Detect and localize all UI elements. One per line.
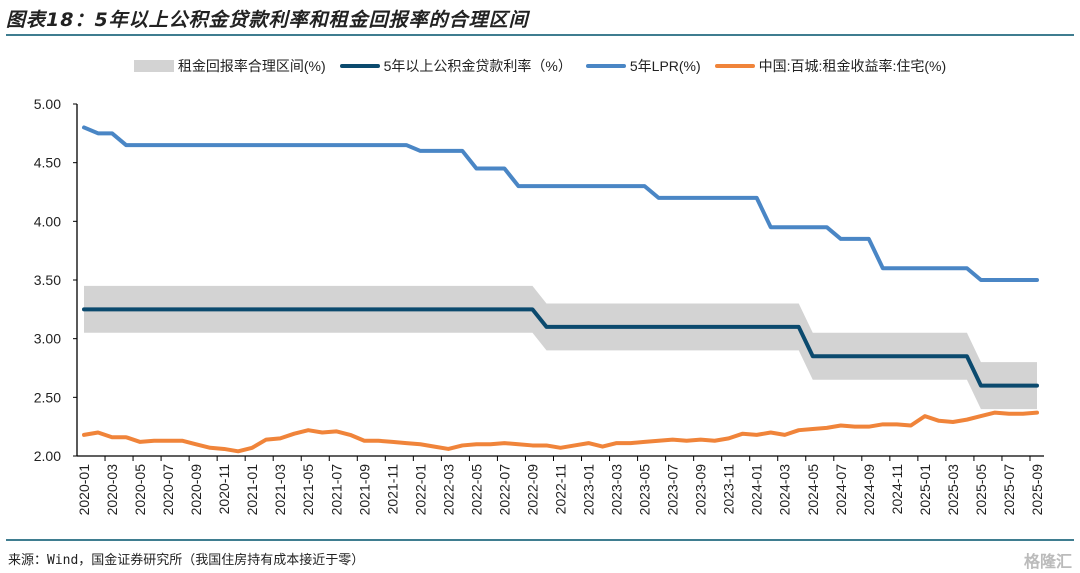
x-tick-label: 2022-07	[496, 464, 512, 516]
x-tick-label: 2023-03	[609, 464, 625, 516]
y-tick-label: 3.50	[34, 272, 61, 288]
y-tick-label: 3.00	[34, 331, 61, 347]
x-tick-label: 2024-11	[889, 464, 905, 515]
x-tick-label: 2022-05	[468, 464, 484, 516]
legend-label: 租金回报率合理区间(%)	[177, 58, 326, 74]
x-tick-label: 2023-09	[693, 464, 709, 516]
band-area	[84, 285, 1037, 410]
x-tick-label: 2020-05	[132, 464, 148, 516]
x-tick-label: 2024-01	[749, 464, 765, 516]
legend-label: 5年LPR(%)	[629, 58, 701, 74]
y-tick-label: 2.00	[34, 448, 61, 464]
x-tick-label: 2020-03	[104, 464, 120, 516]
source-note: 来源：Wind，国金证券研究所（我国住房持有成本接近于零）	[8, 553, 365, 568]
legend-item-lpr: 5年LPR(%)	[585, 56, 701, 76]
legend-item-rent-yield: 中国:百城:租金收益率:住宅(%)	[714, 56, 947, 76]
x-tick-label: 2024-05	[805, 464, 821, 516]
legend-label: 5年以上公积金贷款利率（%）	[383, 58, 572, 74]
x-tick-label: 2021-03	[272, 464, 288, 516]
x-tick-label: 2020-07	[160, 464, 176, 516]
x-tick-label: 2022-09	[524, 464, 540, 516]
x-tick-label: 2020-09	[188, 464, 204, 516]
y-tick-label: 2.50	[34, 389, 61, 405]
watermark-logo: 格隆汇	[1023, 552, 1072, 571]
legend-item-provident: 5年以上公积金贷款利率（%）	[339, 56, 572, 76]
x-tick-label: 2021-05	[300, 464, 316, 516]
legend-item-band: 租金回报率合理区间(%)	[133, 56, 326, 76]
x-tick-label: 2025-05	[973, 464, 989, 516]
x-tick-label: 2025-01	[917, 464, 933, 516]
y-tick-label: 4.50	[34, 155, 61, 171]
x-tick-label: 2022-11	[553, 464, 569, 515]
x-tick-label: 2021-07	[328, 464, 344, 516]
x-tick-label: 2020-01	[76, 464, 92, 516]
x-tick-label: 2023-07	[665, 464, 681, 516]
x-tick-label: 2024-07	[833, 464, 849, 516]
x-tick-label: 2020-11	[216, 464, 232, 515]
x-tick-label: 2021-09	[356, 464, 372, 516]
series-line-0	[82, 307, 1039, 388]
chart-title: 图表18：5年以上公积金贷款利率和租金回报率的合理区间	[6, 9, 529, 31]
footer-divider	[6, 539, 1074, 541]
header-divider	[6, 34, 1074, 36]
legend-swatch-lpr	[585, 64, 626, 68]
legend-label: 中国:百城:租金收益率:住宅(%)	[758, 58, 947, 74]
x-tick-label: 2022-03	[440, 464, 456, 516]
x-tick-label: 2021-01	[244, 464, 260, 516]
x-tick-label: 2025-09	[1029, 464, 1045, 516]
x-tick-label: 2025-07	[1001, 464, 1017, 516]
y-tick-label: 4.00	[34, 213, 61, 229]
x-tick-label: 2024-03	[777, 464, 793, 516]
x-tick-label: 2021-11	[384, 464, 400, 515]
x-tick-label: 2025-03	[945, 464, 961, 516]
legend-swatch-rent-yield	[714, 64, 755, 68]
x-tick-label: 2023-05	[637, 464, 653, 516]
x-tick-label: 2023-01	[581, 464, 597, 516]
legend-swatch-provident	[339, 64, 380, 68]
legend: 租金回报率合理区间(%) 5年以上公积金贷款利率（%） 5年LPR(%) 中国:…	[0, 56, 1080, 76]
x-tick-label: 2023-11	[721, 464, 737, 515]
y-tick-label: 5.00	[34, 96, 61, 112]
x-tick-label: 2022-01	[412, 464, 428, 516]
series-line-1	[82, 125, 1039, 282]
legend-swatch-band	[133, 60, 174, 72]
series-line-2	[82, 410, 1039, 454]
x-tick-label: 2024-09	[861, 464, 877, 516]
